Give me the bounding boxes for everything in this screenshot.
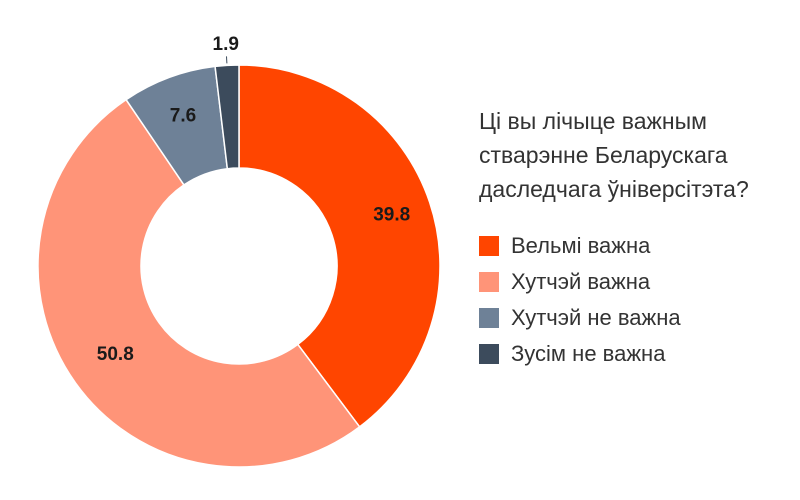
legend-label: Вельмі важна	[511, 233, 651, 258]
slice-rather-important	[37, 98, 361, 468]
legend-swatch	[479, 236, 499, 256]
chart-title-line-1: Ці вы лічыце важным	[479, 108, 707, 134]
slice-very-important	[238, 64, 441, 428]
chart-title: Ці вы лічыце важным стварэнне Беларускаг…	[479, 104, 789, 206]
chart-title-line-3: даследчага ўніверсітэта?	[479, 176, 749, 202]
chart-legend: Вельмі важна Хутчэй важна Хутчэй не важн…	[479, 228, 789, 372]
data-label-not-important-at-all: 1.9	[213, 34, 239, 55]
legend-item-rather-important: Хутчэй важна	[479, 264, 789, 300]
legend-label: Хутчэй не важна	[511, 305, 681, 330]
data-label-rather-not-important: 7.6	[170, 106, 196, 127]
legend-item-rather-not-important: Хутчэй не важна	[479, 300, 789, 336]
legend-swatch	[479, 308, 499, 328]
legend-swatch	[479, 272, 499, 292]
legend-label: Хутчэй важна	[511, 269, 651, 294]
legend-label: Зусім не важна	[511, 341, 666, 366]
slices-layer	[37, 64, 441, 468]
chart-info-panel: Ці вы лічыце важным стварэнне Беларускаг…	[479, 104, 789, 372]
legend-item-not-important-at-all: Зусім не важна	[479, 336, 789, 372]
labels-layer: 39.8 50.8 7.6 1.9	[97, 34, 410, 365]
chart-title-line-2: стварэнне Беларускага	[479, 142, 728, 168]
data-label-very-important: 39.8	[373, 205, 410, 226]
legend-swatch	[479, 344, 499, 364]
data-label-rather-important: 50.8	[97, 344, 134, 365]
slice-not-important-at-all	[214, 64, 240, 170]
legend-item-very-important: Вельмі важна	[479, 228, 789, 264]
